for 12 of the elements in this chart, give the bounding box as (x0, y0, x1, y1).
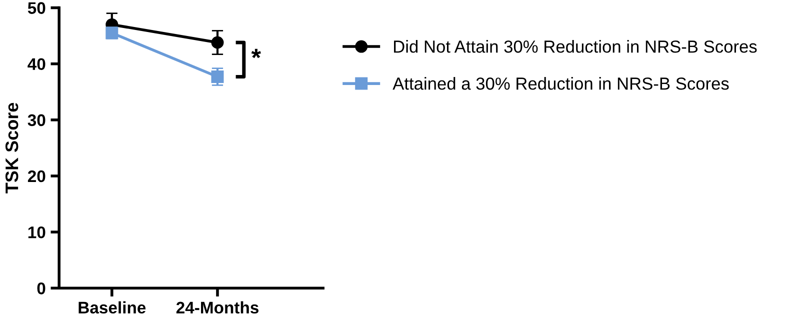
legend-label: Did Not Attain 30% Reduction in NRS-B Scores (394, 40, 757, 53)
y-tick-label: 30 (28, 114, 46, 126)
y-tick-label: 40 (28, 58, 46, 70)
x-tick-label: 24-Months (176, 301, 258, 314)
legend-label: Attained a 30% Reduction in NRS-B Scores (392, 77, 729, 90)
y-tick-label: 10 (28, 226, 46, 238)
annotation: * (251, 48, 261, 58)
x-tick-label: Baseline (78, 301, 146, 314)
y-tick-label: 20 (28, 170, 46, 182)
y-tick-label: 0 (37, 282, 46, 294)
y-tick-label: 50 (28, 2, 46, 14)
y-axis-title: TSK Score (5, 102, 18, 194)
